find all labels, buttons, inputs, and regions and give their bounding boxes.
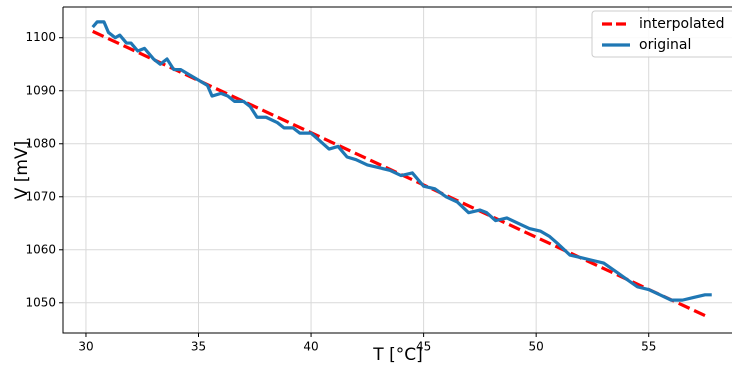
x-tick-label: 30 xyxy=(78,340,93,354)
y-tick-label: 1050 xyxy=(25,295,56,309)
x-tick-label: 40 xyxy=(303,340,318,354)
x-tick-label: 50 xyxy=(529,340,544,354)
y-tick-label: 1100 xyxy=(25,30,56,44)
x-tick-label: 35 xyxy=(191,340,206,354)
y-tick-label: 1090 xyxy=(25,83,56,97)
legend-label: interpolated xyxy=(639,16,725,32)
line-original xyxy=(91,20,712,302)
y-tick-label: 1060 xyxy=(25,242,56,256)
x-tick-label: 45 xyxy=(416,340,431,354)
legend-label: original xyxy=(639,37,691,53)
x-axis-label: T [°C] xyxy=(372,345,422,365)
y-axis-label: V [mV] xyxy=(12,141,32,200)
y-tick-label: 1070 xyxy=(25,189,56,203)
plot-frame xyxy=(62,6,732,334)
y-tick-label: 1080 xyxy=(25,136,56,150)
x-tick-label: 55 xyxy=(641,340,656,354)
